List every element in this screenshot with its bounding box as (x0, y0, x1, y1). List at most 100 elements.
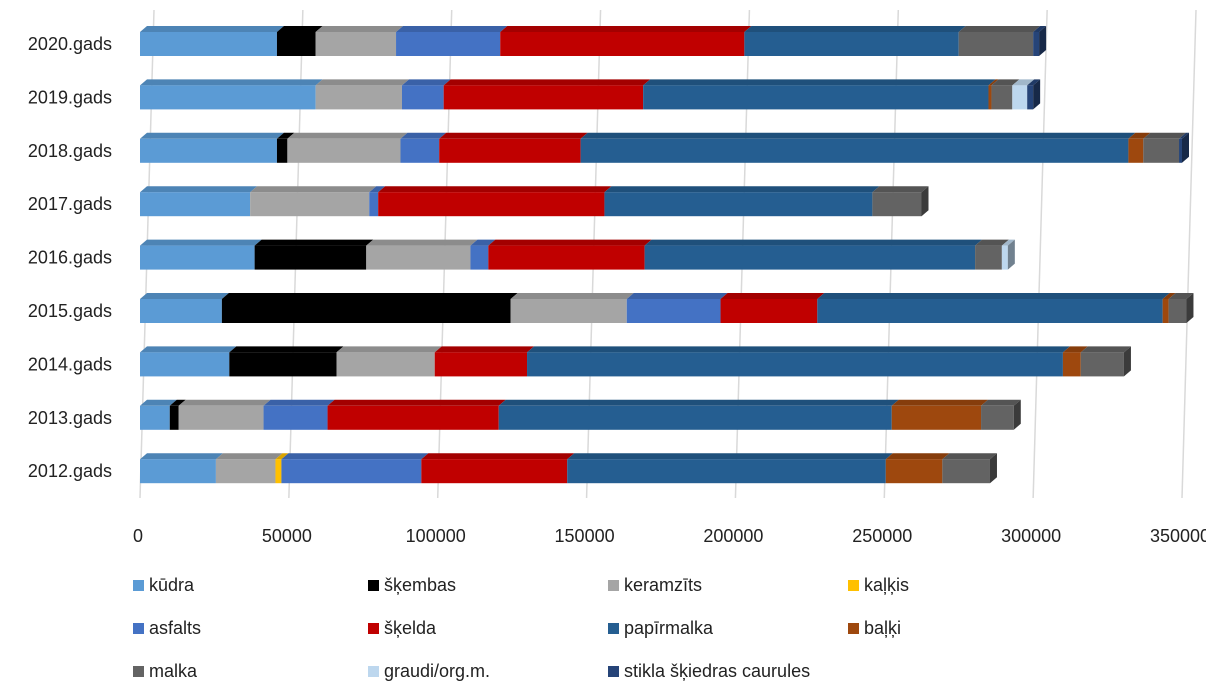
bar-segment (327, 399, 506, 430)
bar-segment (567, 453, 893, 484)
legend-label: baļķi (864, 617, 902, 638)
bar-segment (140, 346, 237, 377)
bar-segment (276, 132, 295, 163)
bar-segment (140, 132, 284, 163)
legend-label: kaļķis (864, 574, 910, 595)
gridline (1032, 9, 1048, 499)
gridline (1181, 9, 1197, 499)
x-tick-label: 0 (133, 526, 143, 546)
bar-segment (421, 453, 575, 484)
bar-end-face (1182, 132, 1189, 163)
bar-segment (401, 79, 451, 110)
legend-swatch (133, 579, 144, 591)
legend-label: graudi/org.m. (384, 660, 491, 681)
bar-segment (336, 346, 442, 377)
bar-segment (744, 26, 966, 56)
legend-label: šķembas (384, 574, 457, 595)
category-label: 2013.gads (28, 408, 112, 428)
legend-item: papīrmalka (608, 616, 713, 640)
bar-segment (140, 453, 223, 484)
legend-label: šķelda (384, 617, 437, 638)
bar-segment (229, 346, 344, 377)
bar-segment (250, 186, 377, 217)
legend-item: kaļķis (848, 573, 909, 597)
category-label: 2012.gads (28, 461, 112, 481)
bar-segment (287, 132, 408, 163)
bar-segment (254, 239, 374, 270)
legend-swatch (368, 622, 379, 634)
bar-segment (140, 79, 323, 110)
bar-segment (1162, 293, 1176, 323)
bar-segment (366, 239, 478, 270)
legend-item: baļķi (848, 616, 901, 640)
bar-segment (140, 186, 258, 217)
legend-swatch (133, 665, 144, 677)
category-label: 2019.gads (28, 87, 112, 107)
bar-segment (1033, 26, 1047, 56)
category-labels: 2020.gads 2019.gads 2018.gads 2017.gads 2016… (28, 34, 112, 481)
bar-segment (527, 346, 1070, 377)
legend-swatch (848, 622, 859, 634)
bar-segment (626, 293, 728, 323)
bar-segment (178, 399, 271, 430)
bars (140, 26, 1194, 484)
bar-segment (1012, 79, 1035, 110)
bar-segment (434, 346, 535, 377)
bar-segment (221, 293, 518, 323)
legend-item: keramzīts (608, 573, 702, 597)
legend-swatch (368, 665, 379, 677)
bar-segment (644, 239, 983, 270)
x-tick-label: 100000 (406, 526, 466, 546)
bar-end-face (1033, 79, 1041, 110)
legend-item: stikla šķiedras caurules (608, 659, 810, 683)
legend-swatch (133, 622, 144, 634)
bar-segment (443, 79, 651, 110)
bar-segment (470, 239, 496, 270)
bar-end-face (1013, 399, 1021, 430)
category-label: 2018.gads (28, 141, 112, 161)
x-tick-label: 350000 (1150, 526, 1206, 546)
bar-segment (276, 26, 323, 56)
bar-segment (885, 453, 950, 484)
legend-label: kūdra (149, 574, 195, 595)
bar-end-face (1039, 26, 1047, 56)
bar-segment (281, 453, 429, 484)
bar-end-face (1186, 293, 1194, 323)
bar-segment (140, 26, 284, 56)
category-label: 2014.gads (28, 354, 112, 374)
bar-segment (720, 293, 825, 323)
bar-segment (1027, 79, 1041, 110)
legend-swatch (368, 579, 379, 591)
bar-segment (643, 79, 996, 110)
legend-label: malka (149, 660, 198, 681)
bar-segment (378, 186, 612, 217)
bar-segment (140, 239, 262, 270)
category-label: 2017.gads (28, 194, 112, 214)
x-tick-label: 50000 (262, 526, 312, 546)
bar-segment (400, 132, 447, 163)
bar-segment (1001, 239, 1015, 270)
bar-end-face (989, 453, 997, 484)
bar-segment (498, 399, 899, 430)
legend-item: malka (133, 659, 197, 683)
bar-segment (315, 26, 404, 56)
legend-label: asfalts (149, 617, 202, 638)
legend-label: stikla šķiedras caurules (624, 660, 811, 681)
x-tick-label: 200000 (703, 526, 763, 546)
legend-item: graudi/org.m. (368, 659, 490, 683)
bar-segment (510, 293, 634, 323)
bar-segment (1143, 132, 1187, 163)
bar-segment (872, 186, 929, 217)
bar-segment (396, 26, 508, 56)
bar-segment (1168, 293, 1194, 323)
bar-segment (140, 293, 229, 323)
stacked-bar-chart: 2020.gads 2019.gads 2018.gads 2017.gads 2016… (28, 9, 1206, 546)
legend-item: šķembas (368, 573, 456, 597)
bar-end-face (921, 186, 929, 217)
bar-segment (488, 239, 652, 270)
bar-segment (988, 79, 999, 110)
bar-segment (942, 453, 997, 484)
bar-segment (958, 26, 1041, 56)
bar-segment (215, 453, 283, 484)
category-label: 2015.gads (28, 301, 112, 321)
